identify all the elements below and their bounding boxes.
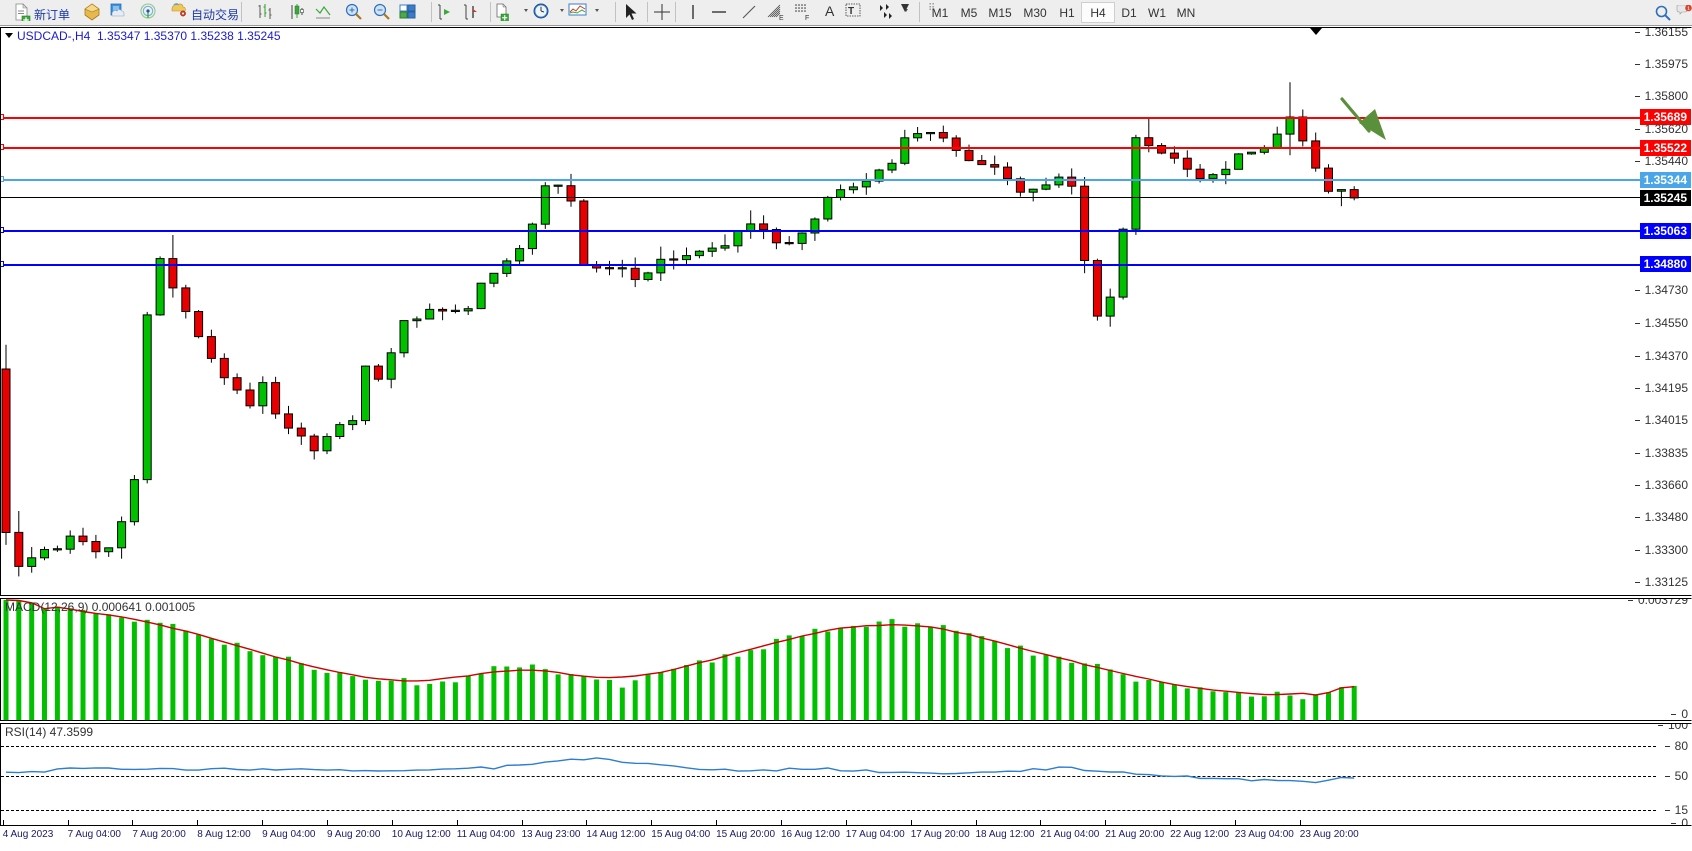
svg-text:E: E — [779, 15, 784, 21]
svg-text:F: F — [805, 15, 809, 21]
svg-text:T: T — [848, 6, 854, 17]
